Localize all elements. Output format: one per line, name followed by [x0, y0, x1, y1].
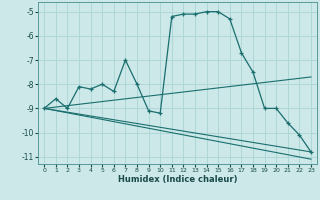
X-axis label: Humidex (Indice chaleur): Humidex (Indice chaleur): [118, 175, 237, 184]
